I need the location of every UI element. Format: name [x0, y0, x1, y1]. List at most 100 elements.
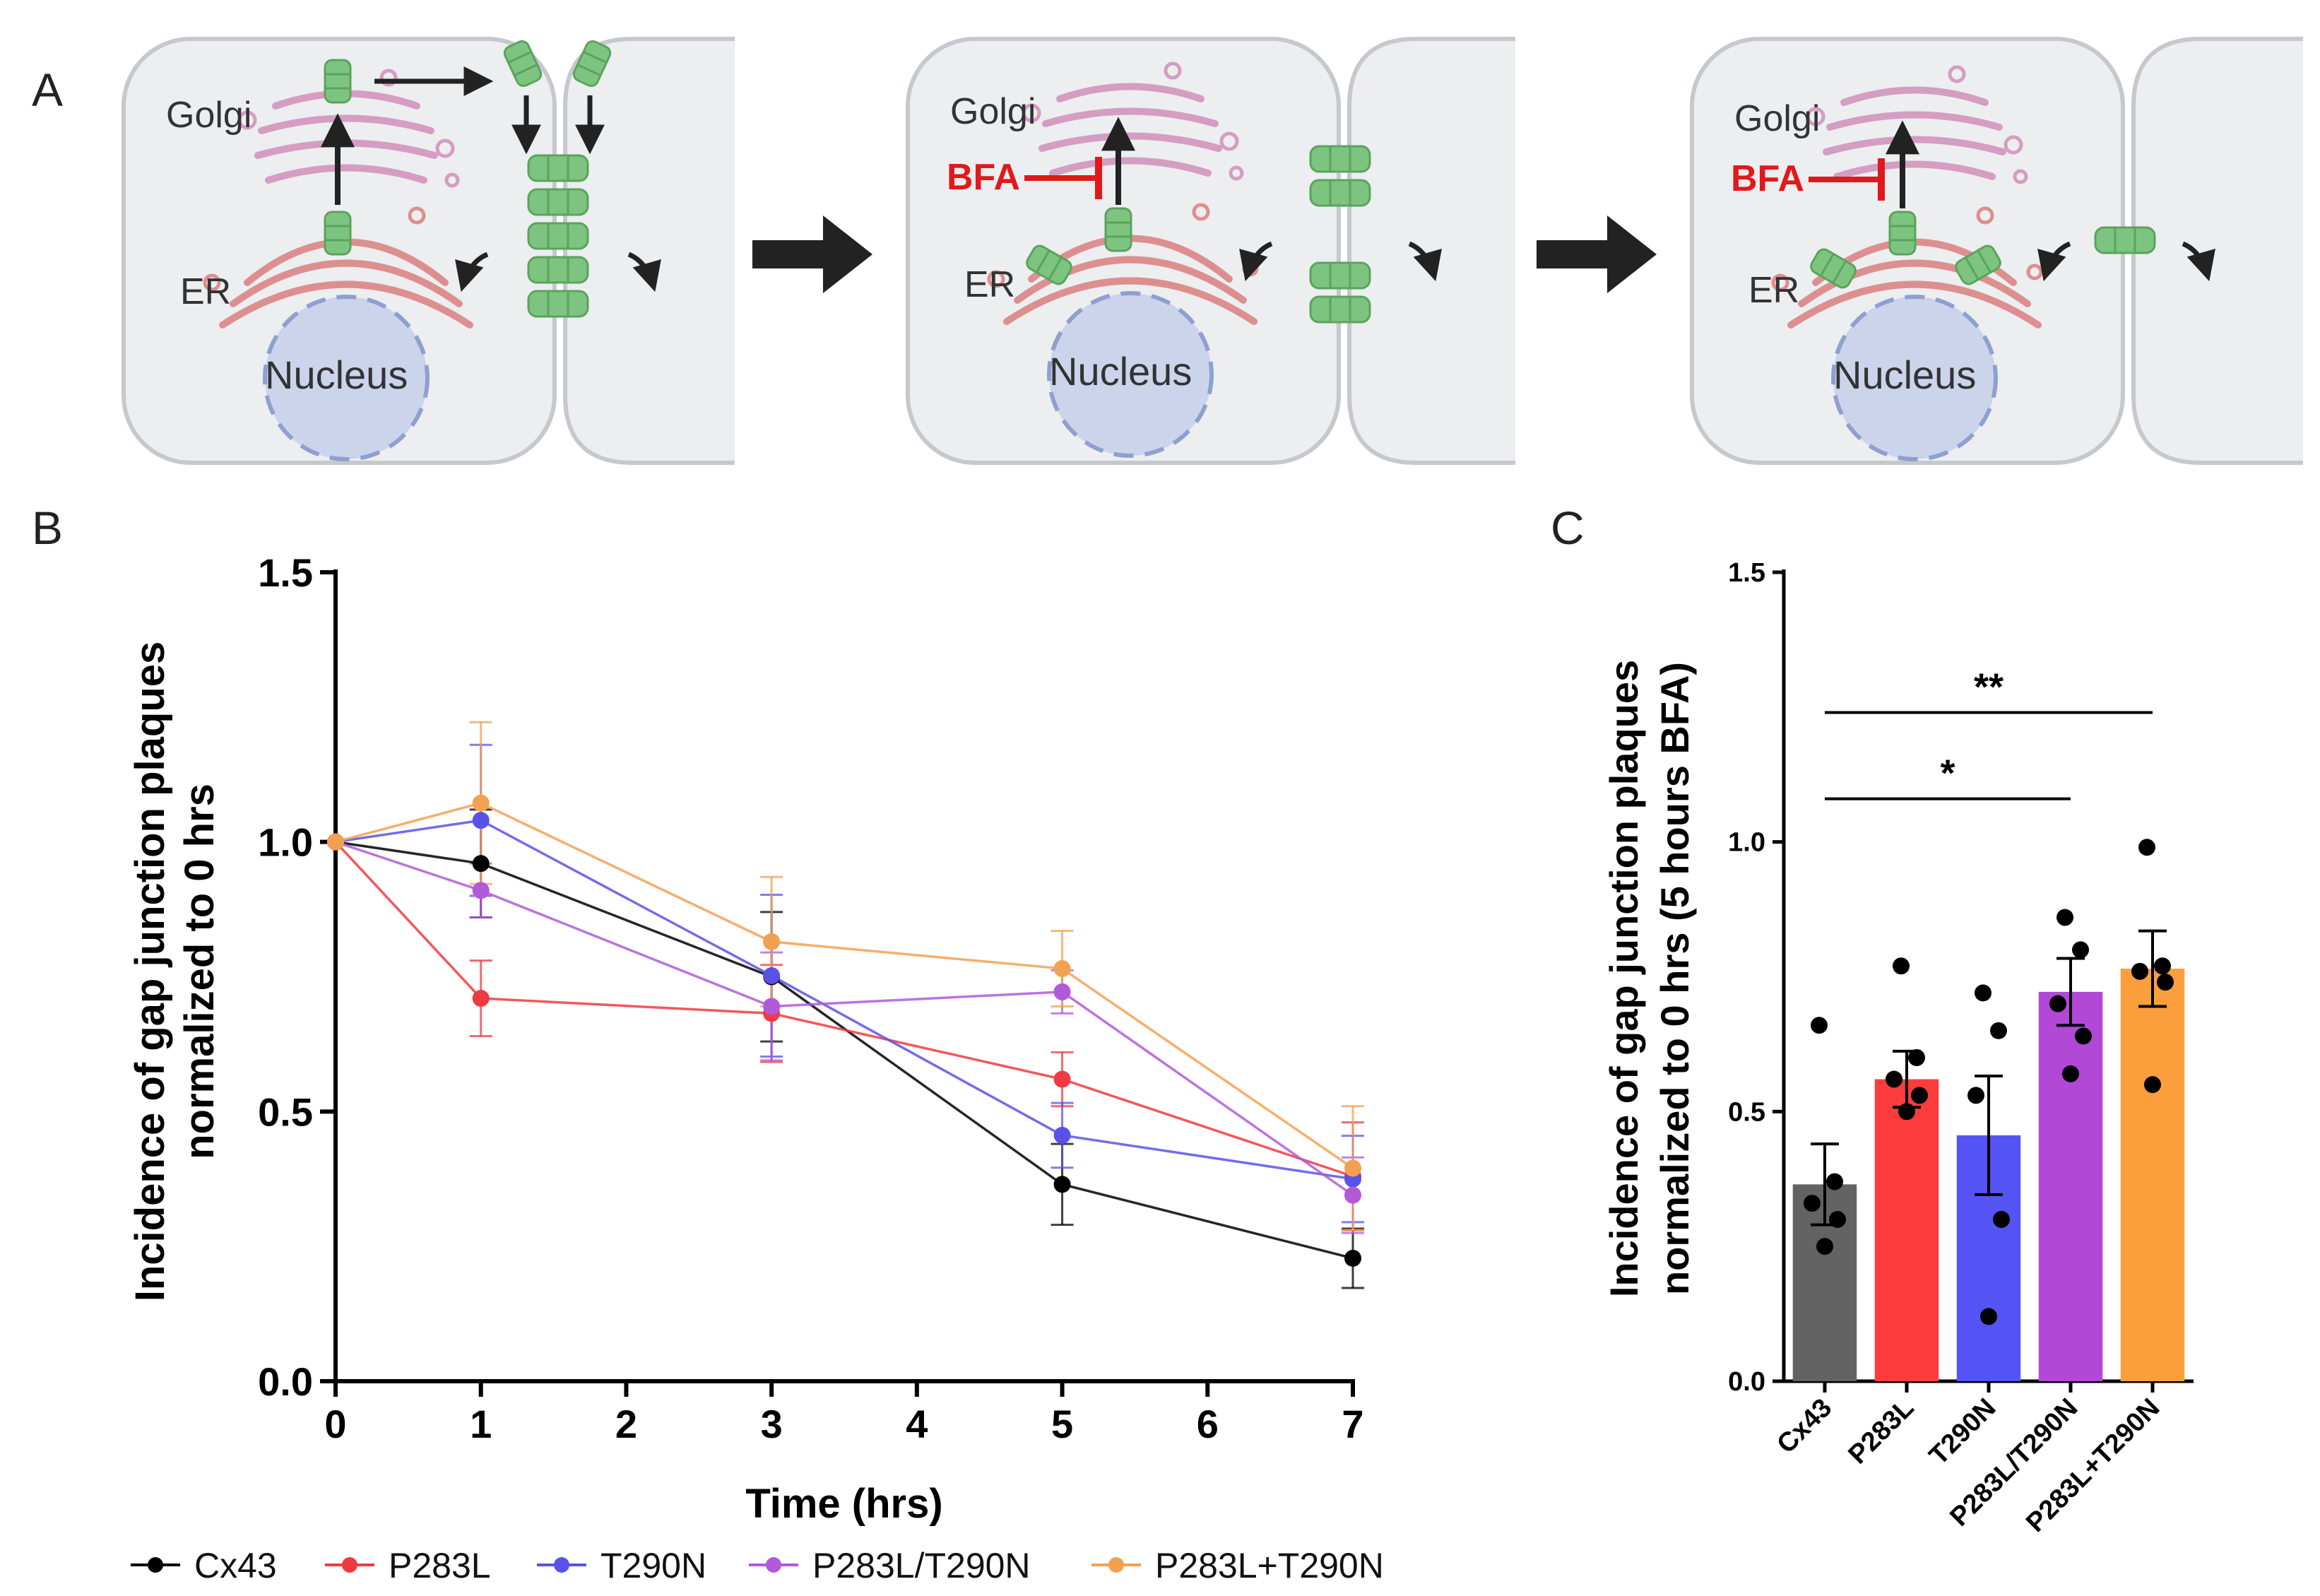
data-point — [1886, 1070, 1902, 1088]
data-point — [2144, 1076, 2161, 1094]
stage-arrow — [1537, 215, 1657, 293]
data-point — [1893, 957, 1910, 975]
bar — [2120, 969, 2185, 1381]
data-point — [1053, 960, 1071, 978]
connexon-icon — [324, 211, 352, 256]
data-point — [1344, 1159, 1361, 1177]
data-point — [1811, 1017, 1828, 1034]
data-point — [1344, 1186, 1361, 1204]
connexon-icon — [1104, 207, 1132, 252]
golgi-label: Golgi — [950, 91, 1036, 132]
data-point — [2131, 962, 2148, 980]
nucleus-label: Nucleus — [1833, 353, 1976, 397]
data-point — [1053, 983, 1071, 1000]
data-point — [2154, 957, 2171, 975]
line-chart-xlabel: Time (hrs) — [745, 1481, 942, 1527]
connexon-icon — [527, 188, 589, 216]
bar — [1874, 1079, 1939, 1381]
x-tick-label: 3 — [761, 1402, 783, 1446]
legend-label: T290N — [600, 1546, 706, 1585]
data-point — [2049, 995, 2066, 1012]
turnover-arrow — [1408, 241, 1442, 282]
bfa-label: BFA — [947, 157, 1020, 198]
data-point — [1804, 1195, 1821, 1212]
data-point — [1826, 1173, 1843, 1190]
data-point — [2075, 1027, 2092, 1045]
nucleus-label: Nucleus — [265, 353, 408, 397]
data-point — [1908, 1049, 1925, 1066]
data-point — [1911, 1087, 1928, 1104]
turnover-arrow — [627, 252, 661, 292]
legend-label: P283L/T290N — [812, 1546, 1031, 1585]
line-chart-legend: Cx43 P283L T290N P283L/T290N P283L+T290N — [131, 1546, 1384, 1585]
nucleus-icon — [1047, 291, 1214, 458]
data-point — [1053, 1176, 1071, 1193]
cell-right — [1347, 37, 1515, 465]
bar-chart-ylabel: normalized to 0 hrs (5 hours BFA) — [1652, 662, 1697, 1295]
data-point — [327, 833, 344, 851]
data-point — [472, 812, 490, 829]
connexon-icon — [527, 256, 589, 284]
legend-label: Cx43 — [194, 1546, 277, 1585]
connexon-icon — [527, 154, 589, 182]
data-point — [1816, 1238, 1833, 1255]
nucleus-label: Nucleus — [1049, 349, 1192, 394]
connexon-icon — [2094, 226, 2156, 254]
stage-arrow — [752, 215, 872, 293]
x-tick-label: 5 — [1051, 1402, 1073, 1446]
data-point — [472, 990, 490, 1007]
x-tick-label: 2 — [615, 1402, 637, 1446]
x-tick-label: P283L — [1842, 1393, 1919, 1470]
nucleus-icon — [263, 295, 430, 461]
turnover-arrow — [455, 252, 489, 292]
data-point — [1053, 1070, 1071, 1088]
connexon-icon — [527, 222, 589, 250]
y-tick-label: 0.0 — [258, 1359, 313, 1404]
significance-label: ** — [1974, 666, 2004, 708]
diagram-stage-2: Nucleus ER Golgi BFA — [906, 37, 1515, 465]
er-label: ER — [1748, 270, 1799, 311]
bar-chart-errorbars — [1811, 929, 2167, 1226]
connexon-icon — [1309, 179, 1371, 207]
nucleus-icon — [1831, 295, 1998, 461]
y-tick-label: 1.0 — [1728, 828, 1765, 858]
x-tick-label: 1 — [470, 1402, 492, 1446]
connexon-icon — [527, 290, 589, 318]
data-point — [1053, 1126, 1071, 1144]
connexon-icon — [1309, 295, 1371, 324]
data-point — [472, 882, 490, 899]
data-point — [763, 933, 781, 950]
er-label: ER — [180, 271, 231, 312]
data-point — [472, 794, 490, 812]
golgi-label: Golgi — [1734, 98, 1820, 139]
line-chart-points — [327, 794, 1361, 1267]
data-point — [1829, 1211, 1846, 1228]
legend-marker — [554, 1557, 569, 1573]
data-point — [763, 998, 781, 1015]
data-point — [1993, 1211, 2010, 1228]
bfa-label: BFA — [1731, 158, 1804, 199]
data-point — [1990, 1022, 2007, 1039]
legend-label: P283L — [389, 1546, 491, 1585]
er-label: ER — [964, 264, 1015, 305]
line-chart-ylabel: normalized to 0 hrs — [177, 784, 223, 1159]
panel-b-letter: B — [32, 502, 63, 554]
turnover-arrow — [2037, 241, 2071, 282]
connexon-icon — [1309, 261, 1371, 290]
panel-b: B 0.0 0.5 1.0 1.5 0 1 2 3 4 5 6 7 Incidence of gap … — [32, 502, 1384, 1585]
data-point — [2072, 941, 2089, 959]
data-point — [1980, 1308, 1997, 1325]
x-tick-label: 0 — [324, 1402, 346, 1446]
y-tick-label: 0.5 — [1728, 1097, 1765, 1127]
series-line — [335, 840, 1354, 1260]
connexon-icon — [1888, 211, 1917, 256]
bar-chart-bars — [1792, 969, 2185, 1381]
x-tick-label: Cx43 — [1771, 1393, 1837, 1460]
x-tick-label: 7 — [1342, 1402, 1363, 1446]
diagram-stage-3: Nucleus ER Golgi BFA — [1690, 37, 2303, 465]
cell-right — [2131, 37, 2303, 465]
x-tick-label: T290N — [1924, 1393, 2001, 1471]
data-point — [1967, 1087, 1984, 1104]
